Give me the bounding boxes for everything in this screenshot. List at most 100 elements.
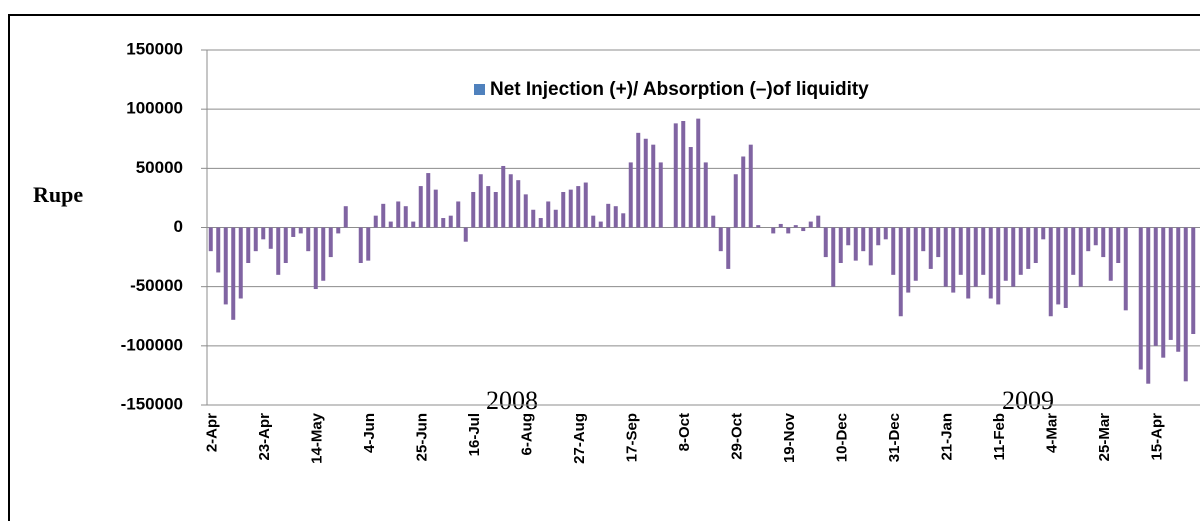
x-tick-label: 25-Jun (414, 413, 431, 461)
bar (981, 227, 986, 275)
y-tick-label: -150000 (121, 394, 183, 413)
bar (433, 189, 438, 228)
bar (966, 227, 971, 299)
bar (508, 174, 513, 228)
bar (718, 227, 723, 252)
x-tick-label: 11-Feb (991, 413, 1008, 461)
bar (1056, 227, 1061, 305)
bar (748, 144, 753, 228)
bar (778, 223, 783, 228)
bar (1003, 227, 1008, 281)
bar (396, 201, 401, 228)
bar (336, 227, 341, 234)
bar (1048, 227, 1053, 317)
bar (1086, 227, 1091, 252)
bar (741, 156, 746, 228)
bar (381, 203, 386, 228)
bar (876, 227, 881, 246)
x-tick-label: 4-Jun (361, 413, 378, 453)
bar (711, 215, 716, 228)
bar (928, 227, 933, 269)
x-tick-label: 2-Apr (204, 413, 221, 452)
bar (1063, 227, 1068, 308)
bar (786, 227, 791, 234)
bar (808, 221, 813, 228)
bar (1033, 227, 1038, 263)
bar (223, 227, 228, 305)
bar (388, 221, 393, 228)
bar (486, 186, 491, 228)
bar (868, 227, 873, 266)
bar (943, 227, 948, 287)
bar (898, 227, 903, 317)
bar (246, 227, 251, 263)
bar (793, 225, 798, 228)
y-tick-label: 100000 (126, 99, 183, 118)
bar (568, 189, 573, 228)
bar (1168, 227, 1173, 340)
bar (1153, 227, 1158, 346)
bar (643, 138, 648, 228)
bar (1161, 227, 1166, 358)
x-tick-label: 4-Mar (1044, 413, 1061, 453)
y-tick-label: 50000 (136, 158, 183, 177)
bar (576, 186, 581, 228)
bar (448, 215, 453, 228)
bar (733, 174, 738, 228)
bar (516, 180, 521, 228)
bar (801, 227, 806, 232)
bar (1011, 227, 1016, 287)
bar (913, 227, 918, 281)
legend-label: Net Injection (+)/ Absorption (–)of liqu… (490, 79, 869, 100)
bar (373, 215, 378, 228)
bar (613, 206, 618, 228)
bar (456, 201, 461, 228)
x-tick-label: 8-Oct (676, 413, 693, 451)
bar (651, 144, 656, 228)
bar (598, 221, 603, 228)
bar (1191, 227, 1196, 334)
bar (1108, 227, 1113, 281)
bar (936, 227, 941, 258)
bar (1041, 227, 1046, 240)
bar (261, 227, 266, 240)
bar (313, 227, 318, 290)
bar (681, 121, 686, 228)
bar (298, 227, 303, 234)
bar (268, 227, 273, 249)
bar (756, 225, 761, 228)
bar (636, 132, 641, 228)
x-tick-label: 23-Apr (256, 413, 273, 461)
bar (343, 206, 348, 228)
bar (583, 182, 588, 228)
bar (696, 118, 701, 228)
bar (1026, 227, 1031, 269)
bar (988, 227, 993, 299)
bar (1138, 227, 1143, 370)
bar (861, 227, 866, 252)
bar (358, 227, 363, 263)
bar (1146, 227, 1151, 384)
bar (231, 227, 236, 320)
bar (688, 147, 693, 228)
bar (621, 213, 626, 228)
bar (726, 227, 731, 269)
x-tick-label: 10-Dec (834, 413, 851, 462)
bar (846, 227, 851, 246)
y-tick-label: 0 (174, 217, 183, 236)
bar (283, 227, 288, 263)
bar (321, 227, 326, 281)
x-tick-label: 6-Aug (519, 413, 536, 456)
x-tick-label: 25-Mar (1096, 413, 1113, 462)
bar (238, 227, 243, 299)
bar (441, 218, 446, 228)
bar (883, 227, 888, 240)
bar (546, 201, 551, 228)
bar (306, 227, 311, 252)
bar (951, 227, 956, 293)
y-tick-label: 150000 (126, 39, 183, 58)
y-tick-label: -50000 (130, 276, 183, 295)
bar (478, 174, 483, 228)
